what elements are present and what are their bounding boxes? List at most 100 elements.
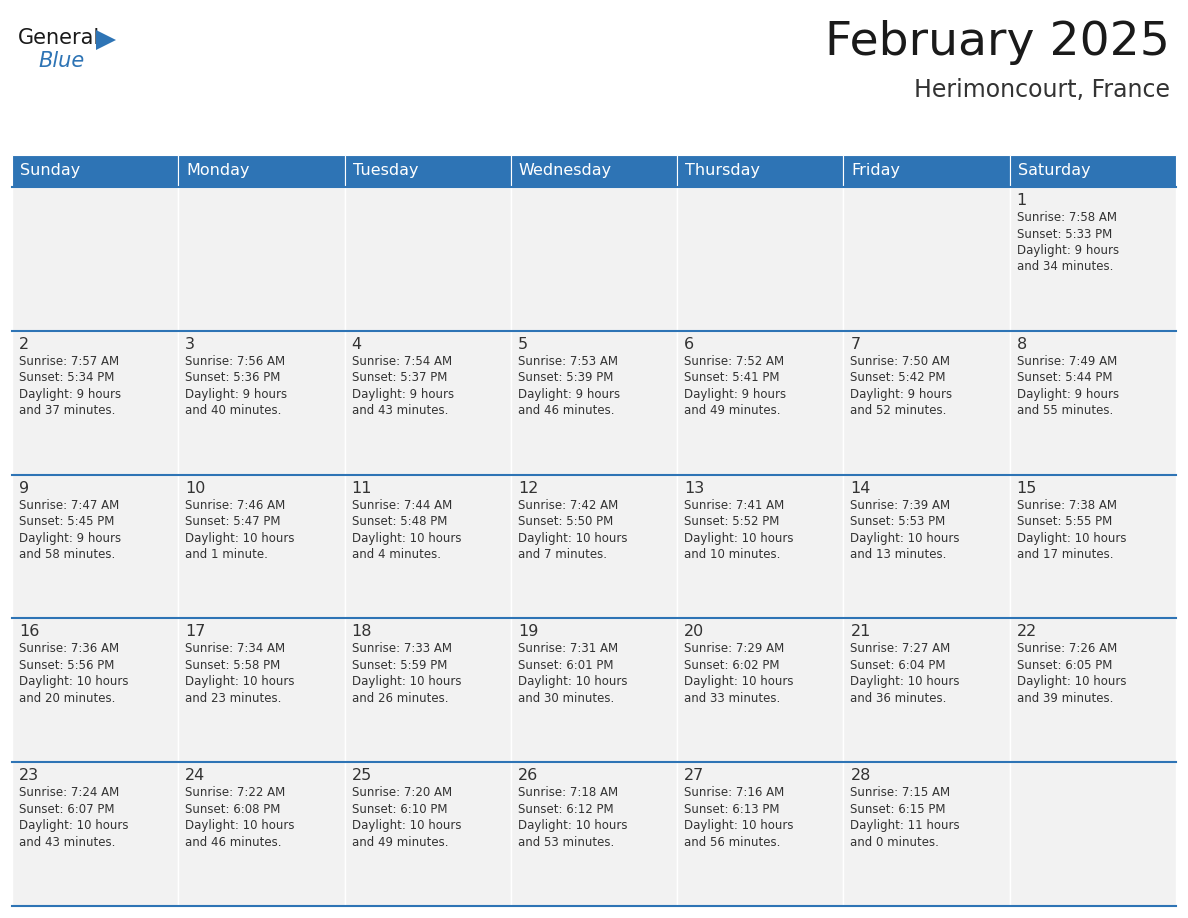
FancyBboxPatch shape [843,475,1010,619]
Text: Herimoncourt, France: Herimoncourt, France [914,78,1170,102]
Text: 21: 21 [851,624,871,640]
Text: 5: 5 [518,337,527,352]
Text: 25: 25 [352,768,372,783]
FancyBboxPatch shape [345,155,511,187]
FancyBboxPatch shape [511,762,677,906]
FancyBboxPatch shape [345,619,511,762]
Text: Sunrise: 7:52 AM
Sunset: 5:41 PM
Daylight: 9 hours
and 49 minutes.: Sunrise: 7:52 AM Sunset: 5:41 PM Dayligh… [684,354,786,418]
FancyBboxPatch shape [12,762,178,906]
Text: 3: 3 [185,337,195,352]
Text: Sunrise: 7:34 AM
Sunset: 5:58 PM
Daylight: 10 hours
and 23 minutes.: Sunrise: 7:34 AM Sunset: 5:58 PM Dayligh… [185,643,295,705]
FancyBboxPatch shape [1010,155,1176,187]
Text: 18: 18 [352,624,372,640]
Text: Sunrise: 7:22 AM
Sunset: 6:08 PM
Daylight: 10 hours
and 46 minutes.: Sunrise: 7:22 AM Sunset: 6:08 PM Dayligh… [185,786,295,849]
Text: February 2025: February 2025 [826,20,1170,65]
FancyBboxPatch shape [178,762,345,906]
Text: Sunrise: 7:20 AM
Sunset: 6:10 PM
Daylight: 10 hours
and 49 minutes.: Sunrise: 7:20 AM Sunset: 6:10 PM Dayligh… [352,786,461,849]
Text: 10: 10 [185,481,206,496]
Text: 13: 13 [684,481,704,496]
Polygon shape [96,30,116,50]
Text: 12: 12 [518,481,538,496]
FancyBboxPatch shape [178,330,345,475]
Text: 17: 17 [185,624,206,640]
Text: 1: 1 [1017,193,1026,208]
FancyBboxPatch shape [677,187,843,330]
FancyBboxPatch shape [178,187,345,330]
Text: Sunrise: 7:39 AM
Sunset: 5:53 PM
Daylight: 10 hours
and 13 minutes.: Sunrise: 7:39 AM Sunset: 5:53 PM Dayligh… [851,498,960,561]
FancyBboxPatch shape [345,762,511,906]
FancyBboxPatch shape [12,475,178,619]
Text: Sunrise: 7:42 AM
Sunset: 5:50 PM
Daylight: 10 hours
and 7 minutes.: Sunrise: 7:42 AM Sunset: 5:50 PM Dayligh… [518,498,627,561]
Text: Monday: Monday [187,163,249,178]
FancyBboxPatch shape [1010,762,1176,906]
Text: 2: 2 [19,337,30,352]
Text: 28: 28 [851,768,871,783]
FancyBboxPatch shape [12,619,178,762]
Text: Sunrise: 7:54 AM
Sunset: 5:37 PM
Daylight: 9 hours
and 43 minutes.: Sunrise: 7:54 AM Sunset: 5:37 PM Dayligh… [352,354,454,418]
FancyBboxPatch shape [511,475,677,619]
FancyBboxPatch shape [1010,619,1176,762]
Text: Sunrise: 7:47 AM
Sunset: 5:45 PM
Daylight: 9 hours
and 58 minutes.: Sunrise: 7:47 AM Sunset: 5:45 PM Dayligh… [19,498,121,561]
Text: 26: 26 [518,768,538,783]
FancyBboxPatch shape [1010,330,1176,475]
Text: Sunrise: 7:58 AM
Sunset: 5:33 PM
Daylight: 9 hours
and 34 minutes.: Sunrise: 7:58 AM Sunset: 5:33 PM Dayligh… [1017,211,1119,274]
FancyBboxPatch shape [511,187,677,330]
FancyBboxPatch shape [12,330,178,475]
Text: Sunrise: 7:36 AM
Sunset: 5:56 PM
Daylight: 10 hours
and 20 minutes.: Sunrise: 7:36 AM Sunset: 5:56 PM Dayligh… [19,643,128,705]
FancyBboxPatch shape [511,619,677,762]
FancyBboxPatch shape [677,475,843,619]
Text: 22: 22 [1017,624,1037,640]
FancyBboxPatch shape [345,187,511,330]
Text: Saturday: Saturday [1018,163,1091,178]
Text: Sunrise: 7:33 AM
Sunset: 5:59 PM
Daylight: 10 hours
and 26 minutes.: Sunrise: 7:33 AM Sunset: 5:59 PM Dayligh… [352,643,461,705]
FancyBboxPatch shape [677,155,843,187]
Text: Sunrise: 7:53 AM
Sunset: 5:39 PM
Daylight: 9 hours
and 46 minutes.: Sunrise: 7:53 AM Sunset: 5:39 PM Dayligh… [518,354,620,418]
Text: Wednesday: Wednesday [519,163,612,178]
FancyBboxPatch shape [843,330,1010,475]
FancyBboxPatch shape [12,187,178,330]
Text: 4: 4 [352,337,361,352]
Text: Sunrise: 7:16 AM
Sunset: 6:13 PM
Daylight: 10 hours
and 56 minutes.: Sunrise: 7:16 AM Sunset: 6:13 PM Dayligh… [684,786,794,849]
Text: 15: 15 [1017,481,1037,496]
Text: Sunrise: 7:15 AM
Sunset: 6:15 PM
Daylight: 11 hours
and 0 minutes.: Sunrise: 7:15 AM Sunset: 6:15 PM Dayligh… [851,786,960,849]
Text: 8: 8 [1017,337,1026,352]
Text: 19: 19 [518,624,538,640]
Text: Friday: Friday [852,163,901,178]
FancyBboxPatch shape [178,619,345,762]
Text: 20: 20 [684,624,704,640]
Text: Sunrise: 7:56 AM
Sunset: 5:36 PM
Daylight: 9 hours
and 40 minutes.: Sunrise: 7:56 AM Sunset: 5:36 PM Dayligh… [185,354,287,418]
Text: 23: 23 [19,768,39,783]
FancyBboxPatch shape [843,762,1010,906]
FancyBboxPatch shape [178,475,345,619]
FancyBboxPatch shape [843,187,1010,330]
FancyBboxPatch shape [677,619,843,762]
FancyBboxPatch shape [843,155,1010,187]
Text: Sunrise: 7:44 AM
Sunset: 5:48 PM
Daylight: 10 hours
and 4 minutes.: Sunrise: 7:44 AM Sunset: 5:48 PM Dayligh… [352,498,461,561]
Text: 14: 14 [851,481,871,496]
Text: 7: 7 [851,337,860,352]
FancyBboxPatch shape [511,330,677,475]
FancyBboxPatch shape [345,330,511,475]
Text: Sunrise: 7:26 AM
Sunset: 6:05 PM
Daylight: 10 hours
and 39 minutes.: Sunrise: 7:26 AM Sunset: 6:05 PM Dayligh… [1017,643,1126,705]
FancyBboxPatch shape [677,762,843,906]
Text: 16: 16 [19,624,39,640]
Text: Sunrise: 7:41 AM
Sunset: 5:52 PM
Daylight: 10 hours
and 10 minutes.: Sunrise: 7:41 AM Sunset: 5:52 PM Dayligh… [684,498,794,561]
Text: Tuesday: Tuesday [353,163,418,178]
FancyBboxPatch shape [843,619,1010,762]
Text: Blue: Blue [38,51,84,71]
Text: Sunrise: 7:18 AM
Sunset: 6:12 PM
Daylight: 10 hours
and 53 minutes.: Sunrise: 7:18 AM Sunset: 6:12 PM Dayligh… [518,786,627,849]
Text: Sunrise: 7:27 AM
Sunset: 6:04 PM
Daylight: 10 hours
and 36 minutes.: Sunrise: 7:27 AM Sunset: 6:04 PM Dayligh… [851,643,960,705]
FancyBboxPatch shape [1010,187,1176,330]
Text: Sunrise: 7:57 AM
Sunset: 5:34 PM
Daylight: 9 hours
and 37 minutes.: Sunrise: 7:57 AM Sunset: 5:34 PM Dayligh… [19,354,121,418]
Text: Sunrise: 7:38 AM
Sunset: 5:55 PM
Daylight: 10 hours
and 17 minutes.: Sunrise: 7:38 AM Sunset: 5:55 PM Dayligh… [1017,498,1126,561]
Text: 24: 24 [185,768,206,783]
Text: Sunrise: 7:50 AM
Sunset: 5:42 PM
Daylight: 9 hours
and 52 minutes.: Sunrise: 7:50 AM Sunset: 5:42 PM Dayligh… [851,354,953,418]
FancyBboxPatch shape [178,155,345,187]
Text: Sunrise: 7:29 AM
Sunset: 6:02 PM
Daylight: 10 hours
and 33 minutes.: Sunrise: 7:29 AM Sunset: 6:02 PM Dayligh… [684,643,794,705]
Text: Thursday: Thursday [685,163,760,178]
Text: Sunrise: 7:31 AM
Sunset: 6:01 PM
Daylight: 10 hours
and 30 minutes.: Sunrise: 7:31 AM Sunset: 6:01 PM Dayligh… [518,643,627,705]
FancyBboxPatch shape [1010,475,1176,619]
Text: General: General [18,28,100,48]
FancyBboxPatch shape [511,155,677,187]
Text: 9: 9 [19,481,30,496]
